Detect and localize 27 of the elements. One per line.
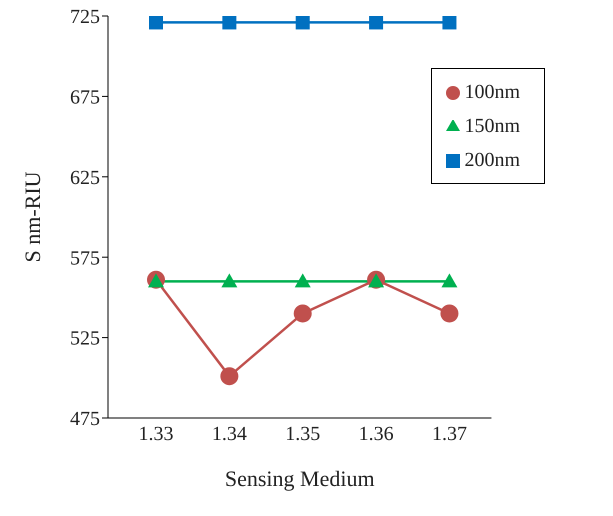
- point: [442, 16, 456, 30]
- y-tick-label: 525: [70, 328, 100, 350]
- y-axis-title: S nm-RIU: [20, 171, 45, 263]
- point: [220, 367, 238, 386]
- point: [440, 304, 458, 322]
- point: [221, 273, 238, 288]
- point: [149, 16, 163, 30]
- y-tick-label: 575: [70, 247, 100, 270]
- x-tick-label: 1.36: [358, 423, 394, 446]
- point: [294, 304, 312, 322]
- point: [441, 273, 458, 288]
- legend-label: 150nm: [464, 115, 520, 137]
- x-tick-label: 1.37: [432, 423, 467, 446]
- point: [222, 16, 236, 30]
- y-tick-label: 725: [70, 6, 100, 28]
- y-tick-label: 625: [70, 166, 100, 189]
- point: [294, 273, 311, 288]
- x-axis-title: Sensing Medium: [224, 466, 375, 491]
- y-tick-label: 475: [70, 408, 100, 430]
- point: [296, 16, 310, 30]
- y-tick-label: 675: [70, 86, 100, 108]
- x-tick-label: 1.34: [212, 423, 247, 446]
- x-tick-label: 1.33: [138, 423, 174, 446]
- point: [369, 16, 384, 30]
- legend-label: 100nm: [464, 81, 520, 103]
- x-tick-label: 1.35: [285, 423, 320, 446]
- legend-label: 200nm: [464, 149, 520, 171]
